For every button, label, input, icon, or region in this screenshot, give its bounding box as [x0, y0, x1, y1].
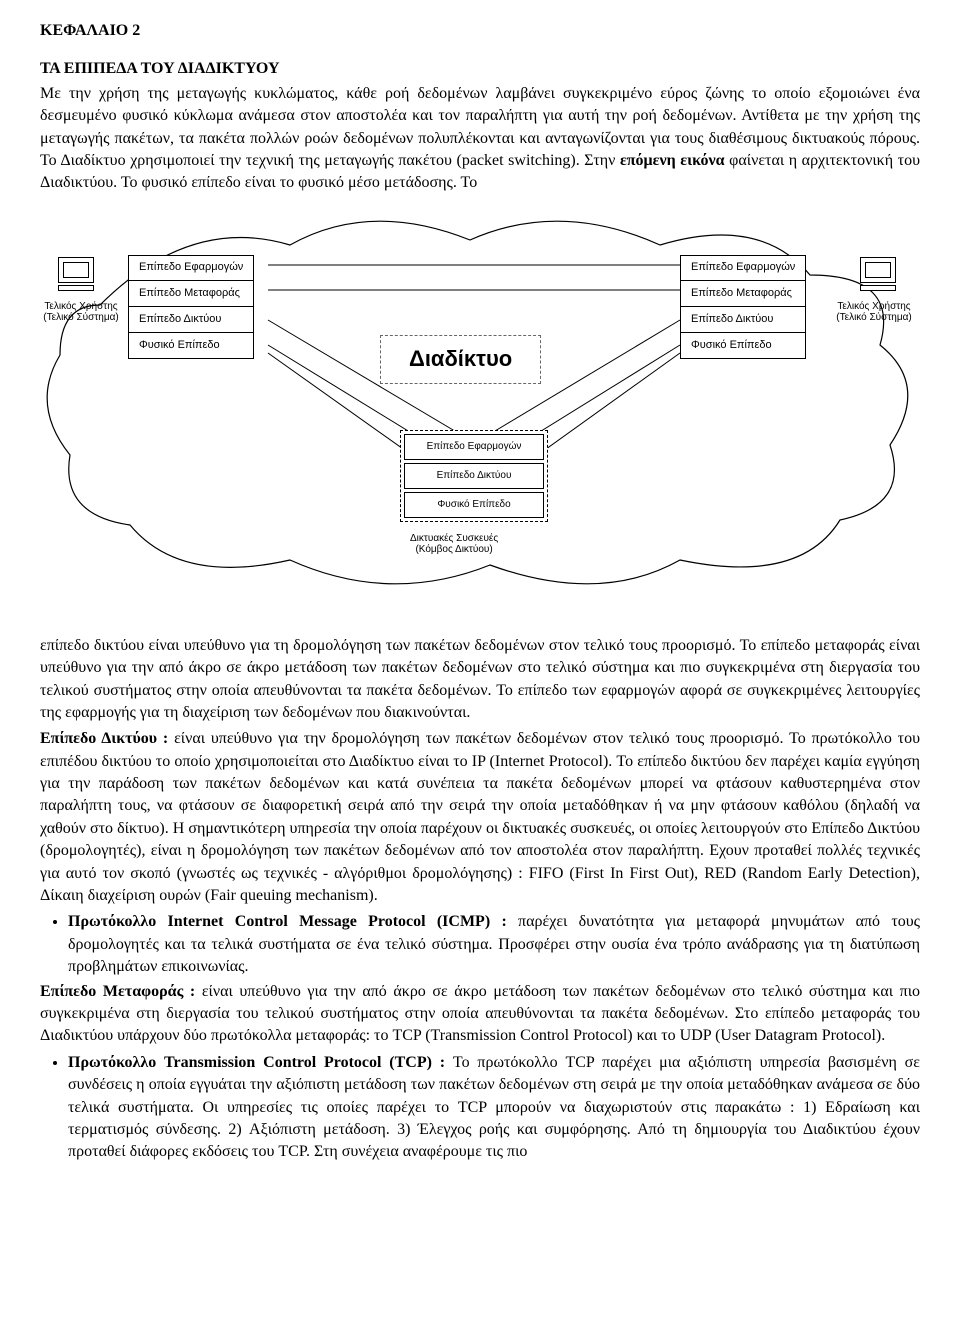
chapter-heading: ΚΕΦΑΛΑΙΟ 2 [40, 20, 920, 42]
stack-layer: Φυσικό Επίπεδο [404, 492, 544, 518]
list-item: Πρωτόκολλο Internet Control Message Prot… [68, 911, 920, 978]
architecture-diagram: Τελικός Χρήστης (Τελικό Σύστημα) Τελικός… [40, 205, 920, 625]
network-layer-text: είναι υπεύθυνο για την δρομολόγηση των π… [40, 730, 920, 904]
list-item: Πρωτόκολλο Transmission Control Protocol… [68, 1052, 920, 1164]
stack-layer: Επίπεδο Δικτύου [680, 307, 806, 333]
stack-layer: Φυσικό Επίπεδο [680, 333, 806, 359]
transport-layer-label: Επίπεδο Μεταφοράς : [40, 983, 195, 1000]
section-title: ΤΑ ΕΠΙΠΕΔΑ ΤΟΥ ΔΙΑΔΙΚΤΥΟΥ [40, 58, 920, 80]
stack-layer: Φυσικό Επίπεδο [128, 333, 254, 359]
stack-layer: Επίπεδο Εφαρμογών [128, 255, 254, 281]
internet-label: Διαδίκτυο [380, 335, 541, 384]
icmp-bullet: Πρωτόκολλο Internet Control Message Prot… [40, 911, 920, 978]
para1-bold: επόμενη εικόνα [620, 152, 725, 169]
stack-layer: Επίπεδο Εφαρμογών [404, 434, 544, 460]
network-layer-label: Επίπεδο Δικτύου : [40, 730, 168, 747]
right-layer-stack: Επίπεδο Εφαρμογών Επίπεδο Μεταφοράς Επίπ… [680, 255, 806, 359]
router-layer-stack: Επίπεδο Εφαρμογών Επίπεδο Δικτύου Φυσικό… [400, 430, 548, 522]
stack-layer: Επίπεδο Μεταφοράς [680, 281, 806, 307]
left-computer-icon [58, 257, 102, 297]
tcp-bullet: Πρωτόκολλο Transmission Control Protocol… [40, 1052, 920, 1164]
paragraph-layers: επίπεδο δικτύου είναι υπεύθυνο για τη δρ… [40, 635, 920, 725]
right-computer-icon [860, 257, 904, 297]
stack-layer: Επίπεδο Δικτύου [128, 307, 254, 333]
router-label: Δικτυακές Συσκευές (Κόμβος Δικτύου) [410, 533, 498, 555]
right-user-label: Τελικός Χρήστης (Τελικό Σύστημα) [826, 301, 922, 323]
paragraph-transport-layer: Επίπεδο Μεταφοράς : είναι υπεύθυνο για τ… [40, 981, 920, 1048]
left-layer-stack: Επίπεδο Εφαρμογών Επίπεδο Μεταφοράς Επίπ… [128, 255, 254, 359]
tcp-label: Πρωτόκολλο Transmission Control Protocol… [68, 1054, 445, 1071]
paragraph-intro: Με την χρήση της μεταγωγής κυκλώματος, κ… [40, 83, 920, 195]
icmp-label: Πρωτόκολλο Internet Control Message Prot… [68, 913, 507, 930]
paragraph-network-layer: Επίπεδο Δικτύου : είναι υπεύθυνο για την… [40, 728, 920, 907]
stack-layer: Επίπεδο Μεταφοράς [128, 281, 254, 307]
stack-layer: Επίπεδο Δικτύου [404, 463, 544, 489]
stack-layer: Επίπεδο Εφαρμογών [680, 255, 806, 281]
left-user-label: Τελικός Χρήστης (Τελικό Σύστημα) [36, 301, 126, 323]
